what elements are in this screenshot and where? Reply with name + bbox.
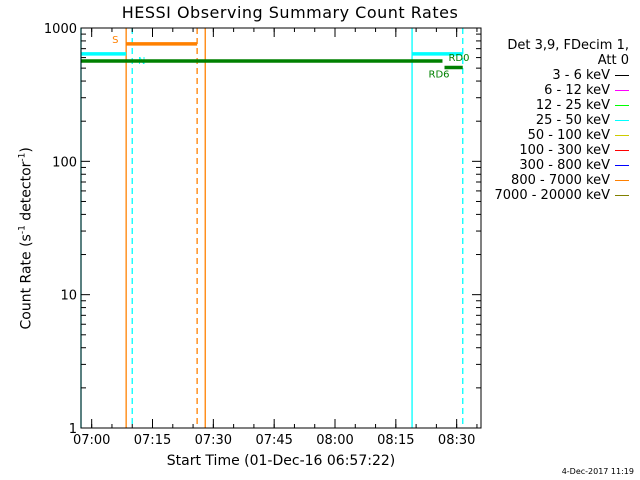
legend-label: 300 - 800 keV — [519, 158, 610, 173]
legend-item: 800 - 7000 keV — [487, 173, 637, 188]
legend-swatch — [615, 75, 629, 76]
legend-label: 50 - 100 keV — [527, 128, 610, 143]
status-label-rd0: RD0 — [448, 53, 469, 64]
legend-label: 800 - 7000 keV — [511, 173, 610, 188]
legend-swatch — [615, 120, 629, 121]
legend-label: 100 - 300 keV — [519, 143, 610, 158]
legend-header-line-1: Det 3,9, FDecim 1, — [507, 38, 629, 53]
legend-label: 25 - 50 keV — [535, 113, 610, 128]
legend-swatch — [615, 180, 629, 181]
status-label-s: S — [112, 35, 118, 46]
chart-title: HESSI Observing Summary Count Rates — [121, 3, 459, 22]
legend-swatch — [615, 195, 629, 196]
x-tick-label: 07:45 — [255, 433, 292, 448]
legend-swatch — [615, 90, 629, 91]
legend-swatch — [615, 150, 629, 151]
x-axis-label: Start Time (01-Dec-16 06:57:22) — [166, 453, 396, 469]
x-tick-label: 08:15 — [377, 433, 414, 448]
y-axis-label: Count Rate (s-1 detector-1) — [17, 147, 35, 330]
legend-label: 12 - 25 keV — [535, 98, 610, 113]
status-label-rd6: RD6 — [429, 70, 450, 81]
legend-item: 100 - 300 keV — [487, 143, 637, 158]
legend-label: 7000 - 20000 keV — [494, 188, 610, 203]
x-tick-label: 08:30 — [438, 433, 475, 448]
legend-label: 6 - 12 keV — [544, 83, 610, 98]
x-tick-label: 08:00 — [316, 433, 353, 448]
legend-label: 3 - 6 keV — [552, 68, 610, 83]
legend-swatch — [615, 105, 629, 106]
x-tick-label: 07:00 — [73, 433, 110, 448]
y-tick-label: 10 — [60, 289, 77, 304]
y-tick-label: 1 — [69, 422, 77, 437]
x-tick-label: 07:30 — [195, 433, 232, 448]
legend-swatch — [615, 165, 629, 166]
y-tick-label: 1000 — [44, 22, 77, 37]
legend-item: 25 - 50 keV — [487, 113, 637, 128]
plot-frame — [80, 27, 482, 429]
timestamp: 4-Dec-2017 11:19 — [561, 467, 634, 476]
legend-item: 12 - 25 keV — [487, 98, 637, 113]
legend-item: 300 - 800 keV — [487, 158, 637, 173]
legend-swatch — [615, 135, 629, 136]
legend-item: 3 - 6 keV — [487, 68, 637, 83]
x-tick-label: 07:15 — [134, 433, 171, 448]
legend-header-line-2: Att 0 — [597, 53, 629, 68]
legend-item: 7000 - 20000 keV — [487, 188, 637, 203]
legend-item: 6 - 12 keV — [487, 83, 637, 98]
y-tick-label: 100 — [52, 155, 77, 170]
legend: Det 3,9, FDecim 1, Att 0 3 - 6 keV 6 - 12… — [487, 38, 637, 203]
legend-item: 50 - 100 keV — [487, 128, 637, 143]
